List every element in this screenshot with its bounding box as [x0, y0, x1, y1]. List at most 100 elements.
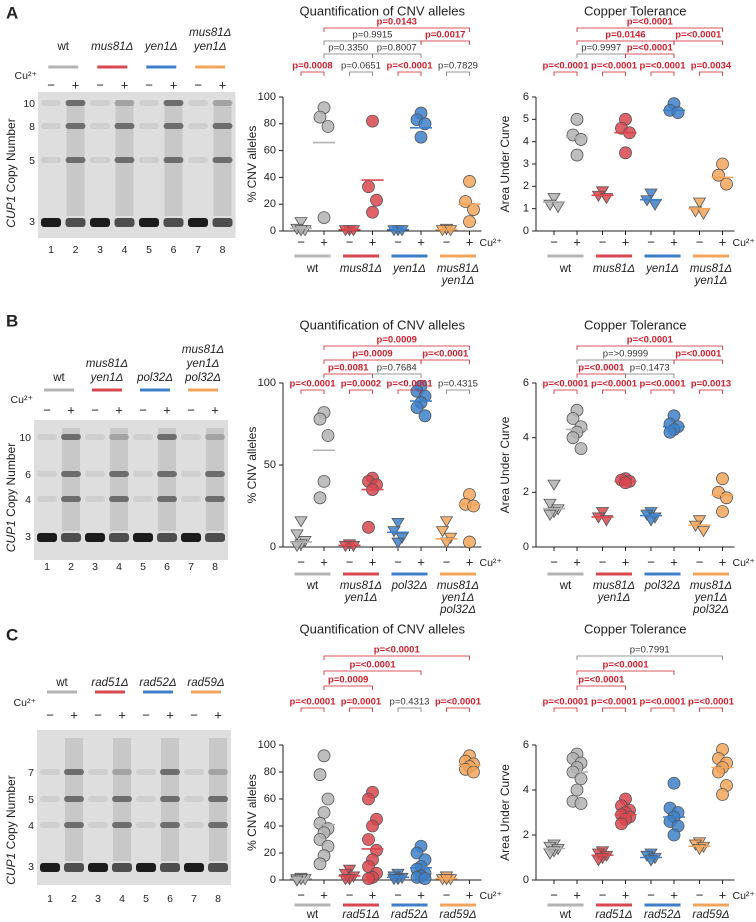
gel-band: [139, 157, 159, 163]
copy-number-label: 3: [28, 861, 34, 873]
data-point: [615, 817, 628, 831]
data-point: [395, 225, 409, 237]
data-point: [418, 117, 432, 131]
panel-label: A: [6, 3, 18, 22]
x-tick-label: +: [719, 234, 727, 249]
gel-band: [64, 796, 84, 802]
p-value: p=<0.0001: [350, 660, 397, 671]
chart-title: Copper Tolerance: [584, 317, 686, 332]
gel-band: [205, 434, 225, 440]
cu-sign: −: [96, 77, 104, 92]
gel-band: [114, 100, 135, 106]
cu-label: Cu²⁺: [11, 394, 34, 406]
cu-sign: +: [115, 402, 123, 417]
gel-band: [136, 863, 156, 872]
x-tick-label: +: [622, 554, 630, 569]
y-tick-label: 60: [264, 145, 276, 157]
comparison-bracket: [576, 373, 626, 378]
p-value: p=0.0009: [377, 335, 417, 346]
chart-title: Quantification of CNV alleles: [300, 317, 466, 332]
gel-band: [208, 769, 228, 775]
gel-band: [37, 471, 57, 477]
x-tick-label: +: [417, 554, 425, 569]
gel-band: [85, 434, 105, 440]
gel-band: [40, 769, 60, 775]
group-label: yen1Δ: [694, 592, 728, 604]
gel-band: [184, 796, 204, 802]
x-tick-label: −: [394, 554, 402, 569]
x-tick-label: −: [297, 554, 305, 569]
y-tick-label: 2: [523, 180, 529, 192]
p-value: p=0.0002: [341, 379, 381, 390]
y-tick-label: 80: [264, 118, 276, 130]
x-tick-label: +: [622, 887, 630, 902]
gel-band: [40, 796, 60, 802]
gel-band: [64, 769, 84, 775]
data-point: [574, 133, 588, 146]
data-point: [321, 429, 335, 442]
comparison-bracket: [372, 53, 422, 58]
comparison-bracket: [553, 389, 578, 394]
lane-number: 1: [47, 893, 53, 905]
p-value: p=<0.0001: [627, 335, 674, 346]
copy-number-label: 7: [28, 767, 34, 779]
data-point: [463, 175, 476, 188]
chart-title: Copper Tolerance: [584, 621, 686, 636]
x-tick-label: +: [369, 554, 377, 569]
p-value: p=0.0013: [691, 379, 731, 390]
group-label: wt: [306, 580, 319, 592]
gel-band: [163, 157, 184, 163]
data-point: [543, 509, 557, 521]
group-label: yen1Δ: [441, 275, 475, 287]
x-tick-label: +: [466, 234, 474, 249]
gel-band: [157, 496, 177, 502]
gel-band: [136, 769, 156, 775]
data-point: [644, 188, 658, 200]
p-value: p=<0.0001: [627, 17, 674, 28]
cu-sign: −: [145, 77, 153, 92]
comparison-bracket: [576, 27, 723, 32]
data-point: [435, 225, 450, 237]
p-value: p=<0.0001: [603, 660, 650, 671]
x-tick-label: −: [394, 234, 402, 249]
group-label: yen1Δ: [645, 263, 679, 275]
y-tick-label: 1: [523, 203, 529, 215]
gel-band: [157, 533, 177, 542]
x-tick-label: +: [573, 234, 581, 249]
data-point: [362, 180, 375, 194]
data-point: [317, 749, 331, 763]
data-point: [443, 225, 458, 237]
lane-number: 2: [68, 561, 74, 573]
data-point: [418, 872, 432, 886]
y-axis-label: Area Under Curve: [498, 764, 512, 861]
data-point: [439, 516, 454, 528]
comparison-bracket: [673, 40, 723, 45]
gel-band: [160, 863, 180, 872]
data-point: [317, 806, 331, 819]
group-label: yen1Δ: [441, 592, 475, 604]
data-point: [570, 112, 584, 126]
gel-band: [61, 496, 81, 502]
comparison-bracket: [323, 655, 470, 660]
gel-band: [188, 218, 208, 227]
data-point: [366, 819, 379, 833]
gel-band: [109, 496, 129, 502]
comparison-bracket: [625, 373, 675, 378]
p-value: p=<0.0001: [543, 61, 590, 72]
data-point: [313, 412, 327, 426]
x-tick-label: +: [719, 554, 727, 569]
gel-band: [61, 471, 81, 477]
gel-band: [163, 123, 184, 129]
gel-smear: [206, 428, 224, 531]
comparison-bracket: [650, 707, 675, 712]
genotype-label: wt: [52, 372, 65, 384]
x-tick-label: −: [550, 234, 558, 249]
data-point: [467, 203, 480, 216]
lane-number: 7: [188, 561, 194, 573]
gel-band: [40, 822, 60, 828]
p-value: p=<0.0001: [543, 697, 590, 708]
data-point: [566, 431, 580, 445]
data-point: [317, 474, 331, 488]
lane-number: 6: [171, 244, 177, 256]
gel-band: [65, 100, 86, 106]
